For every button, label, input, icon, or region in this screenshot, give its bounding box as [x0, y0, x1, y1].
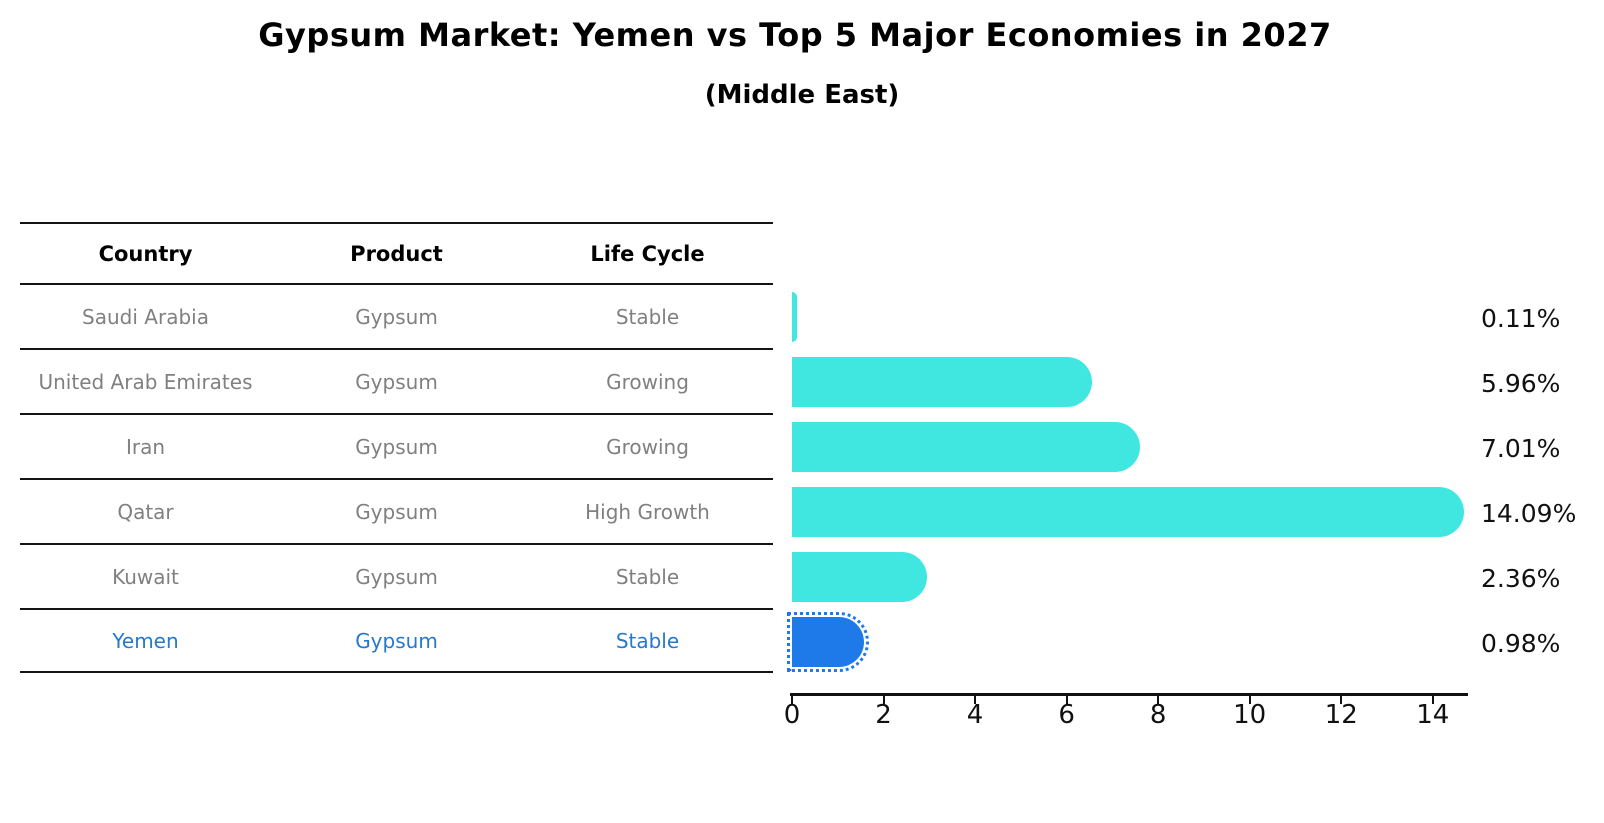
- table-cell-country: Kuwait: [112, 564, 179, 589]
- table-cell-life-cycle: Stable: [615, 304, 680, 329]
- table-cell-country: Yemen: [112, 628, 179, 653]
- x-tick-label-14: 14: [1416, 700, 1450, 730]
- country-table: Country Product Life Cycle Saudi Arabia Gyps…: [20, 222, 773, 673]
- value-label-iran: 7.01%: [1481, 434, 1561, 463]
- x-tick-mark-2: [882, 695, 885, 704]
- table-cell-life-cycle: High Growth: [585, 499, 710, 524]
- x-axis-line: [790, 693, 1468, 696]
- value-label-united-arab-emirates: 5.96%: [1481, 369, 1561, 398]
- value-label-kuwait: 2.36%: [1481, 564, 1561, 593]
- x-tick-mark-8: [1157, 695, 1160, 704]
- table-cell-country: Saudi Arabia: [82, 304, 209, 329]
- table-cell-product: Gypsum: [355, 628, 438, 653]
- table-cell-product: Gypsum: [355, 564, 438, 589]
- value-label-saudi-arabia: 0.11%: [1481, 304, 1561, 333]
- x-tick-mark-6: [1065, 695, 1068, 704]
- table-header-country: Country: [98, 241, 193, 266]
- table-row-yemen: Yemen Gypsum Stable: [20, 608, 773, 673]
- x-tick-label-8: 8: [1149, 700, 1167, 730]
- x-tick-label-6: 6: [1058, 700, 1075, 730]
- table-cell-life-cycle: Growing: [606, 369, 689, 394]
- x-tick-label-0: 0: [783, 700, 801, 730]
- bar-saudi-arabia: [792, 291, 797, 342]
- bar-qatar: [792, 486, 1464, 537]
- table-cell-life-cycle: Stable: [615, 628, 680, 653]
- bar-iran: [792, 421, 1140, 472]
- x-tick-label-12: 12: [1324, 700, 1358, 730]
- bar-kuwait: [792, 551, 927, 602]
- x-tick-mark-0: [791, 695, 793, 704]
- chart-title: Gypsum Market: Yemen vs Top 5 Major Econ…: [258, 16, 1332, 54]
- table-cell-product: Gypsum: [355, 304, 438, 329]
- value-label-yemen: 0.98%: [1481, 629, 1561, 658]
- table-row-united-arab-emirates: United Arab Emirates Gypsum Growing: [20, 348, 773, 413]
- table-header-life-cycle: Life Cycle: [590, 241, 705, 266]
- table-cell-product: Gypsum: [355, 499, 438, 524]
- bar-yemen: [787, 611, 869, 672]
- table-cell-product: Gypsum: [355, 369, 438, 394]
- value-label-qatar: 14.09%: [1481, 499, 1577, 528]
- table-header-product: Product: [350, 241, 443, 266]
- table-cell-product: Gypsum: [355, 434, 438, 459]
- table-cell-country: United Arab Emirates: [38, 369, 253, 394]
- x-tick-mark-14: [1431, 695, 1434, 704]
- table-cell-country: Qatar: [117, 499, 174, 524]
- chart-subtitle: (Middle East): [704, 80, 900, 110]
- table-header-row: Country Product Life Cycle: [20, 222, 773, 283]
- table-row-saudi-arabia: Saudi Arabia Gypsum Stable: [20, 283, 773, 348]
- x-tick-mark-4: [974, 695, 977, 704]
- table-row-kuwait: Kuwait Gypsum Stable: [20, 543, 773, 608]
- table-cell-life-cycle: Stable: [615, 564, 680, 589]
- table-row-qatar: Qatar Gypsum High Growth: [20, 478, 773, 543]
- x-tick-mark-12: [1340, 695, 1343, 704]
- table-cell-country: Iran: [125, 434, 166, 459]
- x-tick-mark-10: [1248, 695, 1251, 704]
- table-row-iran: Iran Gypsum Growing: [20, 413, 773, 478]
- bar-united-arab-emirates: [792, 356, 1092, 407]
- x-tick-label-2: 2: [875, 700, 892, 730]
- x-tick-label-4: 4: [966, 700, 984, 730]
- x-tick-label-10: 10: [1233, 700, 1267, 730]
- table-cell-life-cycle: Growing: [606, 434, 689, 459]
